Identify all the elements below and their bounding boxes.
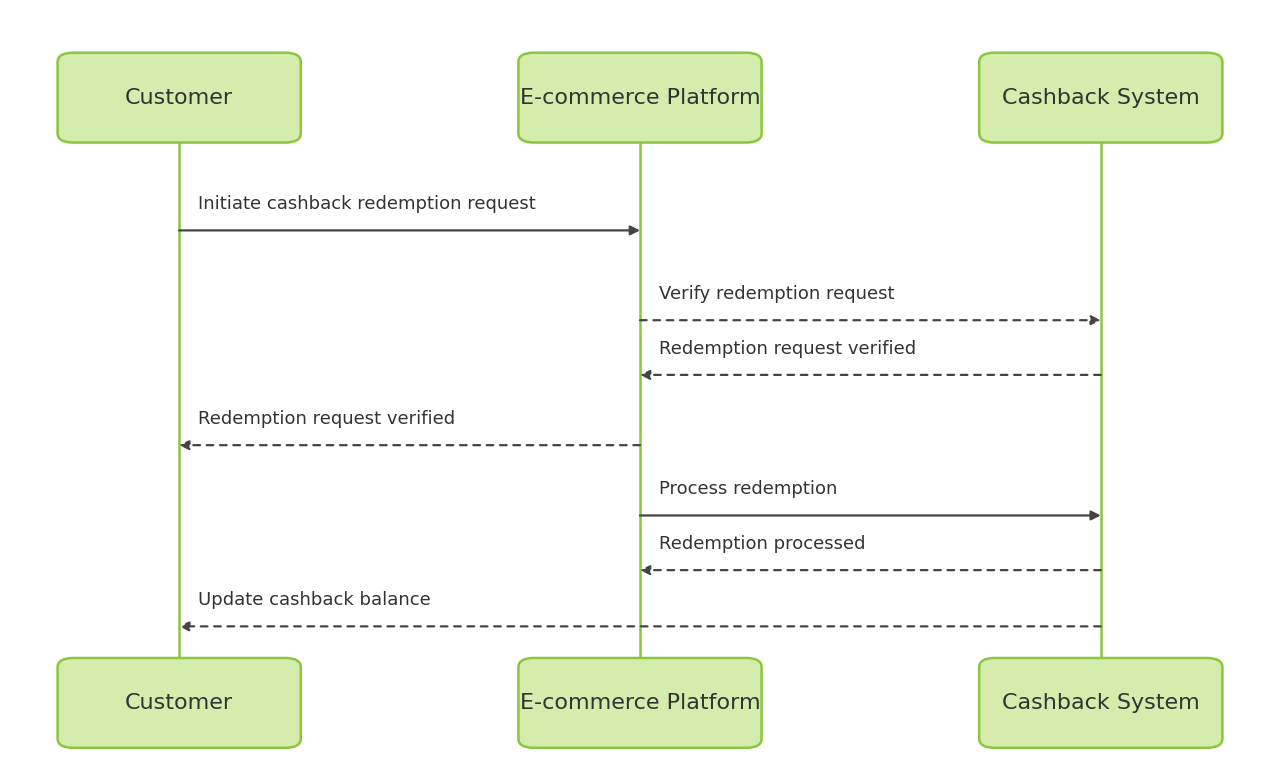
- Text: Redemption processed: Redemption processed: [659, 535, 865, 553]
- FancyBboxPatch shape: [979, 658, 1222, 748]
- FancyBboxPatch shape: [979, 53, 1222, 143]
- FancyBboxPatch shape: [518, 658, 762, 748]
- Text: Initiate cashback redemption request: Initiate cashback redemption request: [198, 195, 536, 213]
- Text: Cashback System: Cashback System: [1002, 693, 1199, 713]
- Text: Customer: Customer: [125, 87, 233, 108]
- Text: Update cashback balance: Update cashback balance: [198, 591, 431, 609]
- FancyBboxPatch shape: [58, 53, 301, 143]
- Text: Verify redemption request: Verify redemption request: [659, 285, 895, 303]
- FancyBboxPatch shape: [518, 53, 762, 143]
- Text: Redemption request verified: Redemption request verified: [659, 340, 916, 358]
- Text: Customer: Customer: [125, 693, 233, 713]
- Text: E-commerce Platform: E-commerce Platform: [520, 87, 760, 108]
- Text: E-commerce Platform: E-commerce Platform: [520, 693, 760, 713]
- Text: Cashback System: Cashback System: [1002, 87, 1199, 108]
- Text: Process redemption: Process redemption: [659, 480, 837, 498]
- Text: Redemption request verified: Redemption request verified: [198, 410, 456, 428]
- FancyBboxPatch shape: [58, 658, 301, 748]
